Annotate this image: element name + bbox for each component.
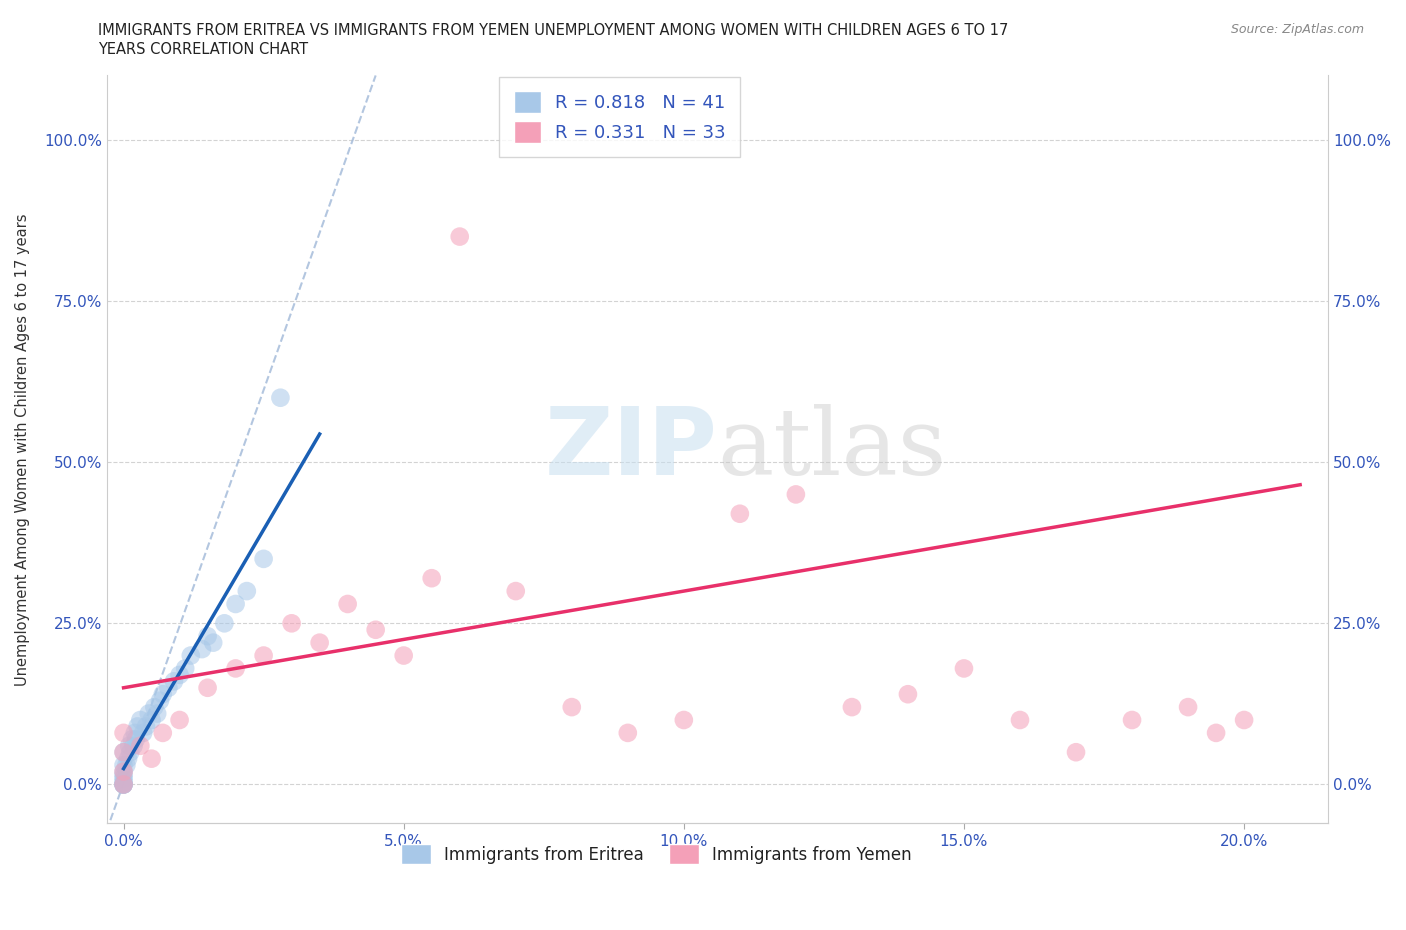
Point [169, 668, 191, 683]
Point [121, 732, 143, 747]
Point [112, 725, 135, 740]
Point [120, 745, 142, 760]
Text: ZIP: ZIP [544, 404, 717, 496]
Point [191, 642, 214, 657]
Point [197, 629, 219, 644]
Point [146, 706, 169, 721]
Point [112, 777, 135, 791]
Point [392, 648, 415, 663]
Point [117, 751, 139, 766]
Point [269, 391, 291, 405]
Text: IMMIGRANTS FROM ERITREA VS IMMIGRANTS FROM YEMEN UNEMPLOYMENT AMONG WOMEN WITH C: IMMIGRANTS FROM ERITREA VS IMMIGRANTS FR… [98, 23, 1008, 38]
Point [785, 487, 807, 502]
Point [897, 686, 920, 701]
Point [112, 771, 135, 786]
Point [174, 661, 197, 676]
Point [561, 699, 583, 714]
Point [118, 738, 141, 753]
Point [127, 719, 149, 734]
Point [112, 745, 135, 760]
Point [112, 764, 135, 779]
Point [214, 616, 236, 631]
Point [336, 596, 359, 611]
Point [1121, 712, 1143, 727]
Point [112, 745, 135, 760]
Point [115, 758, 138, 773]
Point [1177, 699, 1199, 714]
Point [672, 712, 695, 727]
Point [728, 506, 751, 521]
Point [308, 635, 330, 650]
Point [197, 681, 219, 696]
Point [1064, 745, 1087, 760]
Point [125, 732, 148, 747]
Point [253, 551, 276, 566]
Point [112, 777, 135, 791]
Legend: Immigrants from Eritrea, Immigrants from Yemen: Immigrants from Eritrea, Immigrants from… [394, 837, 918, 870]
Point [953, 661, 976, 676]
Text: atlas: atlas [717, 405, 946, 494]
Point [152, 686, 174, 701]
Text: Source: ZipAtlas.com: Source: ZipAtlas.com [1230, 23, 1364, 36]
Point [124, 725, 146, 740]
Point [253, 648, 276, 663]
Point [143, 699, 166, 714]
Point [132, 725, 155, 740]
Point [112, 758, 135, 773]
Point [420, 571, 443, 586]
Point [280, 616, 302, 631]
Point [202, 635, 225, 650]
Point [505, 584, 527, 599]
Point [1233, 712, 1256, 727]
Point [364, 622, 387, 637]
Point [112, 777, 135, 791]
Point [225, 661, 247, 676]
Point [236, 584, 259, 599]
Point [141, 751, 163, 766]
Text: YEARS CORRELATION CHART: YEARS CORRELATION CHART [98, 42, 308, 57]
Point [112, 774, 135, 789]
Point [169, 712, 191, 727]
Point [1205, 725, 1227, 740]
Point [152, 725, 174, 740]
Point [129, 712, 152, 727]
Point [157, 681, 180, 696]
Point [617, 725, 640, 740]
Y-axis label: Unemployment Among Women with Children Ages 6 to 17 years: Unemployment Among Women with Children A… [15, 213, 30, 685]
Point [1008, 712, 1031, 727]
Point [149, 693, 172, 708]
Point [180, 648, 202, 663]
Point [129, 738, 152, 753]
Point [163, 674, 186, 689]
Point [112, 777, 135, 791]
Point [112, 767, 135, 782]
Point [225, 596, 247, 611]
Point [112, 777, 135, 791]
Point [138, 706, 160, 721]
Point [122, 738, 145, 753]
Point [135, 719, 157, 734]
Point [841, 699, 863, 714]
Point [112, 764, 135, 779]
Point [141, 712, 163, 727]
Point [449, 229, 471, 244]
